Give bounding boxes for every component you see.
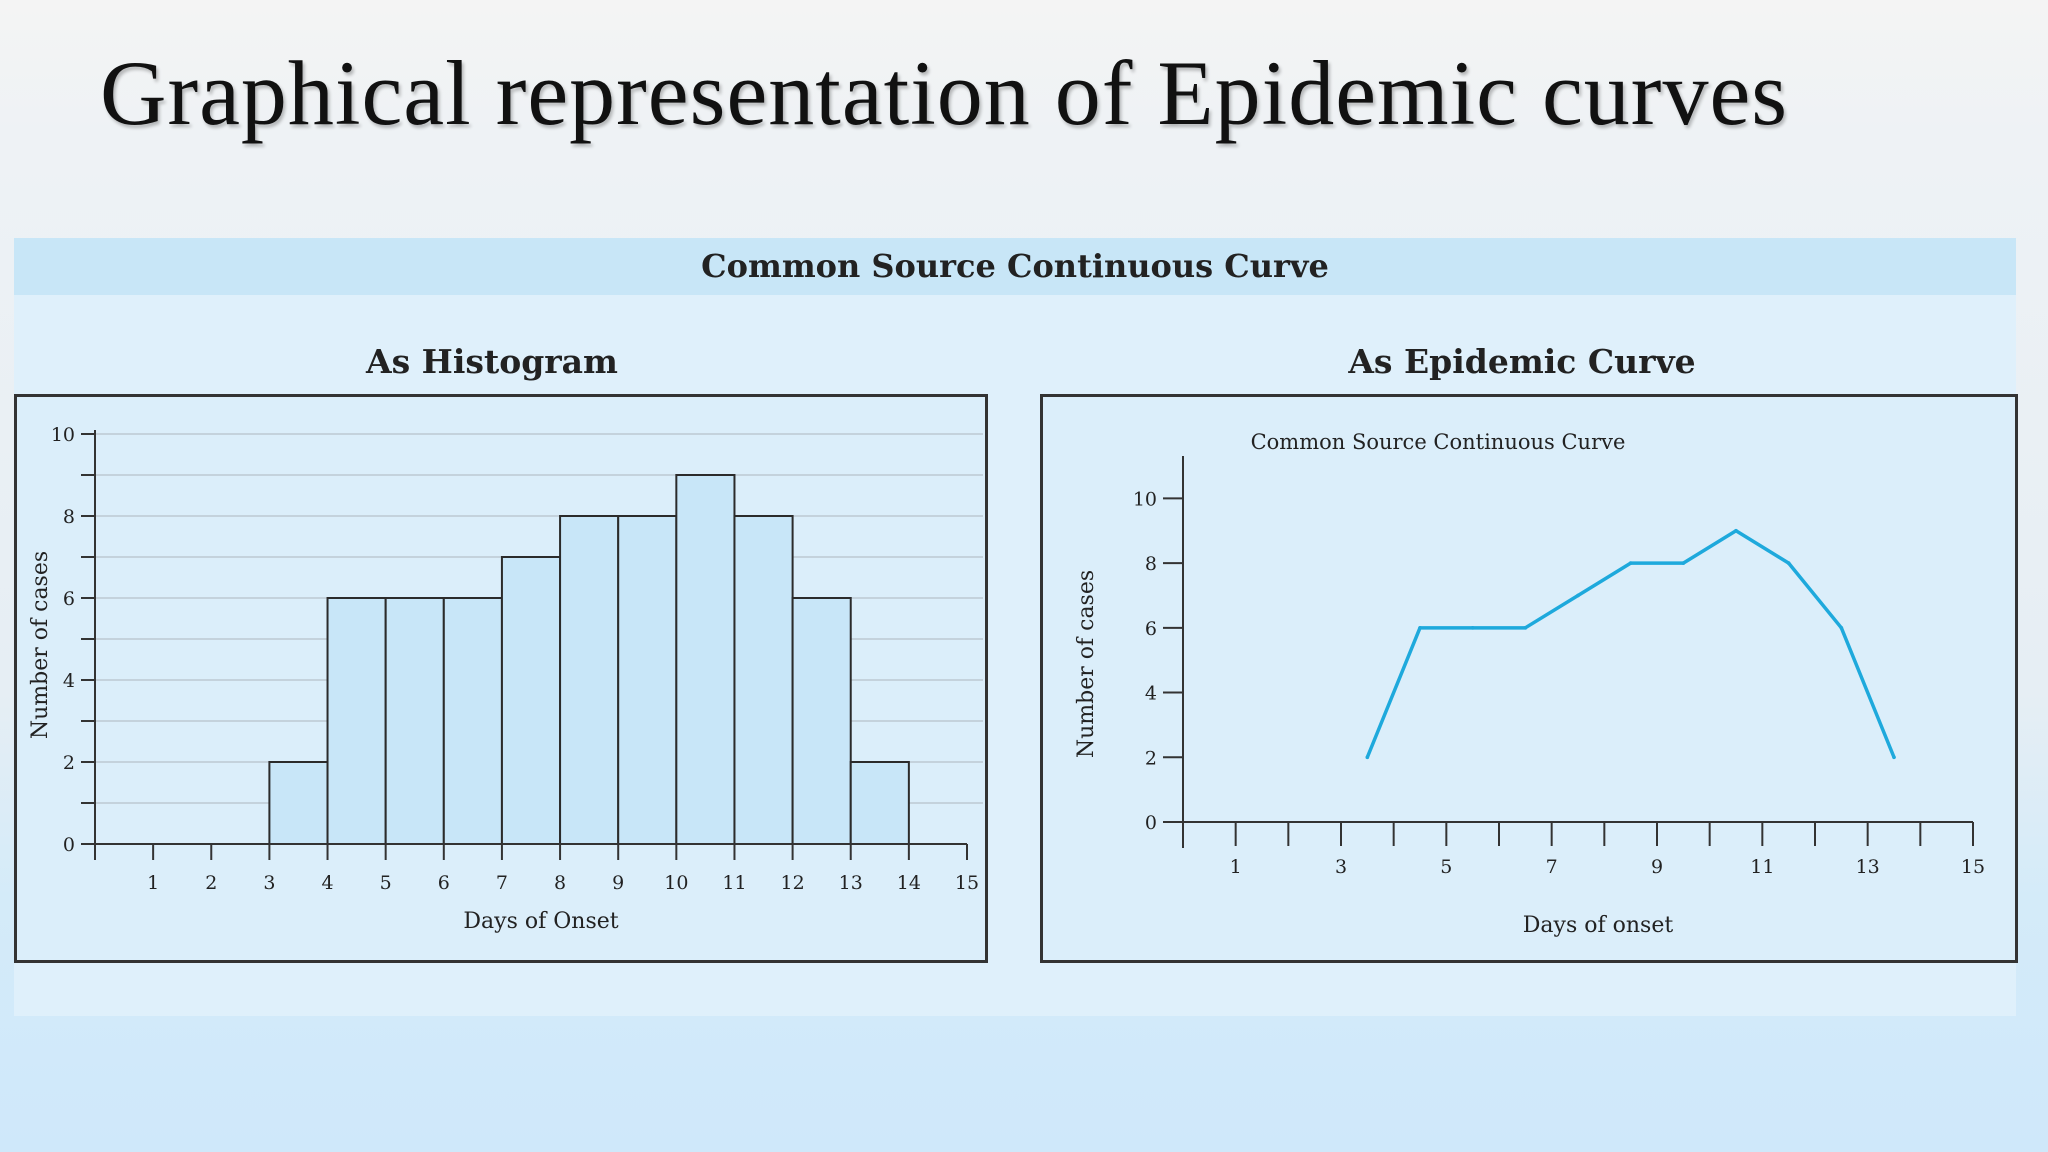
y-tick-label: 0	[1145, 812, 1157, 834]
x-tick-label: 3	[263, 872, 275, 894]
histogram-heading: As Histogram	[366, 342, 618, 381]
slide-title: Graphical representation of Epidemic cur…	[100, 42, 1789, 144]
x-tick-label: 9	[612, 872, 624, 894]
x-tick-label: 15	[955, 872, 979, 894]
y-tick-label: 8	[63, 506, 75, 528]
histogram-chart: 1 2 3 4 5 6 7 8 9 10 11 12 13 14 15 0 2 4 6 8 10 Days of Onse…	[14, 394, 988, 963]
epidemic-curve-point	[1681, 561, 1686, 565]
y-tick-label: 8	[1145, 553, 1157, 575]
x-axis-label: Days of onset	[1523, 913, 1674, 938]
y-tick-label: 2	[63, 752, 75, 774]
x-tick-label: 6	[438, 872, 450, 894]
histogram-bar	[500, 556, 562, 845]
epidemic-curve-point	[1576, 593, 1580, 598]
epidemic-curve-point	[1470, 626, 1475, 630]
histogram-bar	[384, 597, 445, 845]
x-tick-label: 5	[380, 872, 392, 894]
x-tick-label: 3	[1335, 856, 1347, 878]
y-tick-label: 2	[1145, 747, 1157, 769]
x-tick-label: 2	[205, 872, 217, 894]
x-tick-label: 5	[1440, 856, 1452, 878]
y-tick-label: 10	[51, 424, 75, 446]
y-axis-label: Number of cases	[1074, 570, 1099, 758]
x-tick-label: 1	[147, 872, 159, 894]
x-tick-label: 12	[781, 872, 805, 894]
y-tick-label: 0	[63, 834, 75, 856]
x-tick-label: 11	[1750, 856, 1774, 878]
x-tick-label: 4	[321, 872, 333, 894]
x-tick-label: 15	[1961, 856, 1985, 878]
epidemic-curve-point	[1523, 626, 1528, 630]
x-tick-label: 7	[1546, 856, 1558, 878]
histogram-bar	[733, 515, 794, 845]
x-tick-label: 1	[1230, 856, 1242, 878]
y-tick-label: 6	[63, 588, 75, 610]
x-tick-label: 13	[1856, 856, 1880, 878]
epicurve-heading: As Epidemic Curve	[1348, 342, 1696, 381]
epidemic-curve-point	[1628, 561, 1633, 565]
x-axis-label: Days of Onset	[463, 909, 618, 934]
epidemic-curve-point	[1734, 528, 1738, 533]
y-tick-label: 4	[1145, 683, 1157, 705]
histogram-bar	[849, 761, 910, 845]
y-tick-label: 6	[1145, 618, 1157, 640]
y-axis-label: Number of cases	[28, 551, 53, 739]
y-tick-label: 4	[63, 670, 75, 692]
x-tick-label: 7	[496, 872, 508, 894]
epidemic-curve-point	[1786, 561, 1791, 565]
y-tick-label: 10	[1133, 488, 1157, 510]
histogram-bar	[791, 597, 852, 845]
histogram-bar	[559, 515, 620, 845]
banner-title: Common Source Continuous Curve	[14, 238, 2016, 295]
epidemic-curve-point	[1892, 755, 1896, 760]
x-tick-label: 9	[1651, 856, 1663, 878]
histogram-bar	[442, 597, 503, 845]
x-tick-label: 13	[839, 872, 863, 894]
x-tick-label: 14	[897, 872, 921, 894]
histogram-bar	[675, 474, 736, 845]
histogram-bar	[268, 761, 329, 845]
x-tick-label: 11	[722, 872, 746, 894]
epidemic-curve-point	[1839, 626, 1844, 630]
epidemic-curve-point	[1365, 755, 1370, 760]
histogram-bar	[326, 597, 387, 845]
histogram-bar	[617, 515, 678, 845]
epicurve-inner-title: Common Source Continuous Curve	[1251, 430, 1626, 454]
x-tick-label: 8	[554, 872, 566, 894]
x-tick-label: 10	[664, 872, 688, 894]
epicurve-chart: Common Source Continuous Curve 1 3 5 7 9 11 13 1…	[1040, 394, 2018, 963]
epidemic-curve-point	[1418, 626, 1422, 630]
